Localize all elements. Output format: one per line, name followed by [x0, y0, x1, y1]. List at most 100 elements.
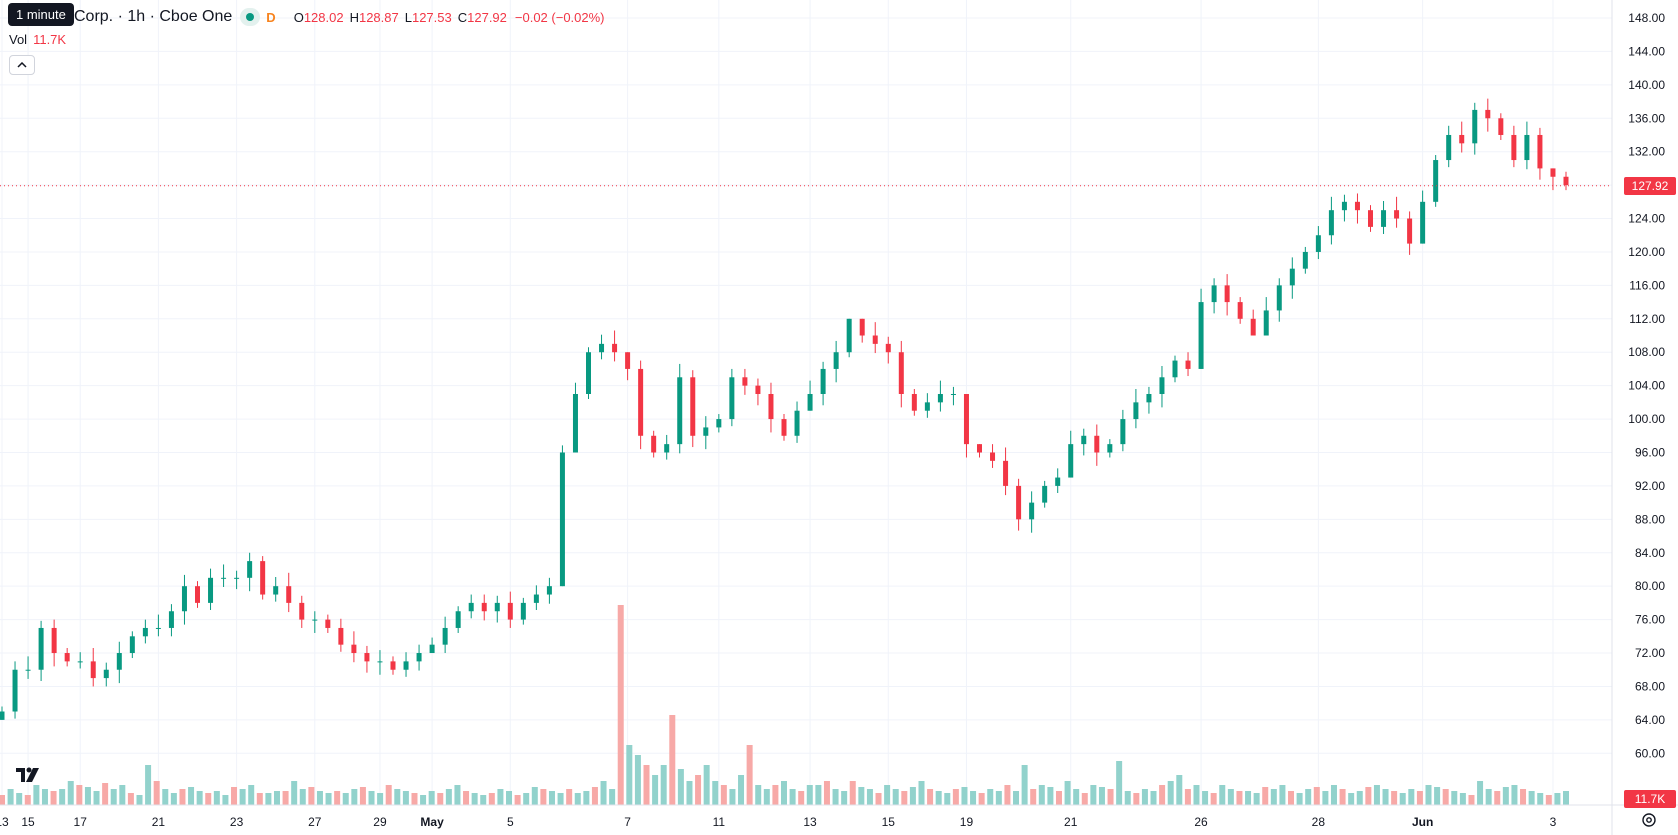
- volume-bar: [420, 795, 427, 805]
- candle-body: [833, 352, 839, 369]
- volume-bar: [377, 793, 384, 805]
- candle-body: [1081, 435, 1087, 445]
- candle-body: [286, 586, 292, 603]
- volume-bar: [368, 791, 375, 805]
- candle-body: [468, 602, 474, 612]
- candle-body: [51, 627, 57, 654]
- candle-body: [351, 644, 357, 654]
- volume-bar: [188, 787, 195, 805]
- collapse-legend-button[interactable]: [9, 55, 35, 75]
- volume-bar: [394, 789, 401, 805]
- symbol-legend[interactable]: Corp. · 1h · Cboe One D O 128.02 H 128.87 …: [8, 6, 605, 28]
- volume-bar: [480, 795, 487, 805]
- volume-bar: [428, 791, 435, 805]
- candle-body: [168, 611, 174, 628]
- volume-bar: [1459, 793, 1466, 805]
- market-status-indicator[interactable]: [240, 8, 261, 26]
- x-tick-label: 7: [624, 815, 631, 829]
- candle-body: [25, 669, 31, 671]
- candle-body: [1315, 235, 1321, 252]
- volume-bar: [978, 793, 985, 805]
- volume-bar: [1408, 789, 1415, 805]
- tradingview-logo-icon[interactable]: [14, 764, 44, 786]
- volume-bar: [119, 785, 126, 805]
- candle-body: [1407, 218, 1413, 244]
- tradingview-logo-shape: [16, 767, 39, 782]
- volume-bar: [1365, 787, 1372, 805]
- volume-bar: [712, 781, 719, 805]
- candle-body: [742, 377, 748, 386]
- data-delay-badge[interactable]: D: [266, 9, 276, 25]
- volume-bar: [1227, 789, 1234, 805]
- volume-legend[interactable]: Vol 11.7K: [9, 32, 66, 47]
- volume-bar: [1013, 791, 1020, 805]
- chevron-up-icon: [17, 62, 27, 68]
- volume-bar: [1348, 793, 1355, 805]
- y-tick-label: 92.00: [1635, 479, 1665, 493]
- volume-bar: [1339, 789, 1346, 805]
- volume-bar: [222, 795, 229, 805]
- settings-gear-shape: [1642, 813, 1656, 827]
- volume-bar: [987, 789, 994, 805]
- candle-body: [1328, 210, 1334, 236]
- candle-body: [1433, 160, 1439, 202]
- candle-body: [546, 586, 552, 595]
- symbol-title[interactable]: Corp. · 1h · Cboe One: [74, 8, 233, 25]
- volume-bar: [1279, 785, 1286, 805]
- candle-body: [390, 661, 396, 670]
- candle-body: [1394, 210, 1400, 219]
- volume-bar: [1202, 791, 1209, 805]
- candle-body: [1094, 435, 1100, 453]
- volume-bar: [995, 791, 1002, 805]
- volume-bar: [1081, 793, 1088, 805]
- volume-bar: [316, 791, 323, 805]
- y-tick-label: 60.00: [1635, 746, 1665, 760]
- candle-body: [273, 586, 279, 595]
- volume-bar: [1382, 789, 1389, 805]
- candle-body: [716, 419, 722, 428]
- gear-icon[interactable]: [1640, 811, 1658, 829]
- candle-body: [1524, 134, 1530, 161]
- y-tick-label: 120.00: [1628, 245, 1665, 259]
- candle-body: [1381, 210, 1387, 227]
- candle-body: [572, 394, 578, 453]
- volume-bar: [823, 781, 830, 805]
- volume-bar: [445, 789, 452, 805]
- x-tick-label: 11: [713, 815, 726, 829]
- candle-body: [90, 661, 96, 679]
- candle-body: [155, 627, 161, 629]
- volume-bar: [1038, 785, 1045, 805]
- candle-body: [1354, 201, 1360, 211]
- volume-bar: [282, 791, 289, 805]
- volume-bar: [334, 791, 341, 805]
- volume-bar: [1245, 791, 1252, 805]
- candle-layer: [0, 98, 1569, 720]
- candle-body: [181, 586, 187, 612]
- volume-bar: [1373, 785, 1380, 805]
- candle-body: [142, 627, 148, 637]
- volume-bar: [781, 781, 787, 805]
- open-label: O: [293, 9, 304, 25]
- candle-body: [221, 577, 227, 579]
- candle-body: [911, 394, 917, 411]
- volume-bar: [1150, 791, 1157, 805]
- volume-bar: [523, 793, 530, 805]
- volume-bar: [1563, 791, 1569, 805]
- volume-bar: [1262, 787, 1269, 805]
- candle-body: [403, 661, 409, 670]
- volume-bar: [918, 781, 925, 805]
- candle-body: [77, 661, 83, 663]
- candle-body: [990, 452, 996, 461]
- volume-bar: [643, 765, 650, 805]
- volume-bar: [170, 793, 177, 805]
- y-tick-label: 76.00: [1635, 613, 1665, 627]
- y-tick-label: 132.00: [1628, 145, 1665, 159]
- volume-bar: [970, 791, 977, 805]
- volume-bar: [583, 791, 590, 805]
- low-label: L: [404, 9, 412, 25]
- volume-bar: [686, 781, 693, 805]
- volume-bar: [437, 793, 444, 805]
- volume-bar: [1030, 789, 1037, 805]
- candle-body: [846, 318, 852, 353]
